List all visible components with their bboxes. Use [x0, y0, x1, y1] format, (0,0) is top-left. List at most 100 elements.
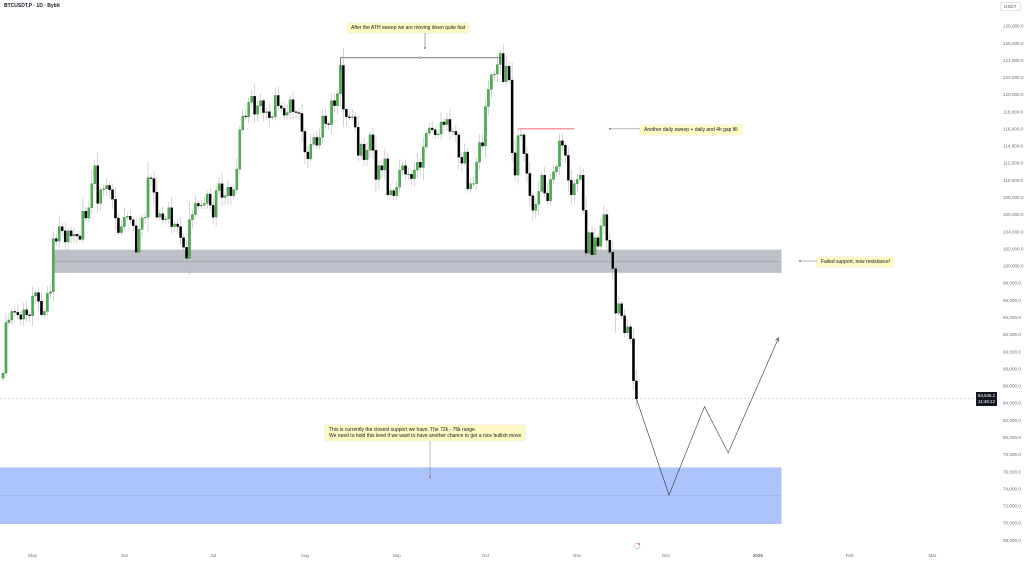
- candle-up[interactable]: [52, 238, 55, 292]
- candle-up[interactable]: [389, 190, 393, 196]
- candle-down[interactable]: [315, 137, 319, 146]
- candle-down[interactable]: [584, 210, 588, 254]
- candle-up[interactable]: [274, 95, 277, 118]
- candle-down[interactable]: [78, 235, 82, 240]
- candle-up[interactable]: [395, 186, 398, 196]
- candle-down[interactable]: [333, 100, 336, 106]
- candle-up[interactable]: [552, 171, 555, 180]
- candle-down[interactable]: [208, 193, 212, 206]
- currency-label[interactable]: USDT: [1000, 2, 1021, 11]
- candle-up[interactable]: [496, 64, 499, 75]
- candle-up[interactable]: [493, 73, 496, 76]
- candle-up[interactable]: [575, 179, 579, 184]
- candle-up[interactable]: [599, 225, 603, 247]
- candle-up[interactable]: [164, 218, 168, 220]
- candle-up[interactable]: [90, 183, 94, 208]
- candle-down[interactable]: [152, 178, 156, 193]
- candle-up[interactable]: [93, 165, 97, 184]
- candle-down[interactable]: [371, 134, 375, 151]
- candle-up[interactable]: [593, 237, 597, 256]
- candle-down[interactable]: [327, 123, 330, 125]
- candle-up[interactable]: [194, 203, 197, 215]
- candle-down[interactable]: [481, 142, 484, 147]
- candle-down[interactable]: [345, 109, 348, 118]
- candle-up[interactable]: [540, 174, 543, 192]
- candle-up[interactable]: [549, 179, 552, 202]
- candle-up[interactable]: [105, 185, 108, 190]
- candle-up[interactable]: [72, 234, 76, 237]
- candle-down[interactable]: [543, 174, 546, 194]
- candle-up[interactable]: [425, 132, 428, 148]
- candle-up[interactable]: [247, 102, 250, 118]
- candle-down[interactable]: [129, 216, 132, 220]
- candle-down[interactable]: [362, 144, 366, 160]
- candle-up[interactable]: [516, 135, 520, 176]
- candle-down[interactable]: [454, 131, 458, 136]
- candle-down[interactable]: [96, 165, 99, 204]
- candle-up[interactable]: [558, 140, 561, 167]
- note-support-range[interactable]: This is currently the closest support we…: [325, 425, 526, 441]
- candle-down[interactable]: [176, 223, 179, 227]
- candle-up[interactable]: [7, 319, 11, 323]
- candle-up[interactable]: [120, 226, 123, 233]
- candle-down[interactable]: [567, 155, 570, 181]
- candle-up[interactable]: [422, 146, 425, 168]
- candle-down[interactable]: [620, 303, 623, 316]
- candle-down[interactable]: [410, 174, 413, 179]
- candle-up[interactable]: [463, 151, 467, 164]
- candle-down[interactable]: [111, 189, 114, 200]
- candle-down[interactable]: [611, 252, 615, 269]
- candle-down[interactable]: [197, 203, 200, 207]
- candle-down[interactable]: [457, 134, 461, 158]
- symbol-title[interactable]: BTCUSDT.P · 1D · Bybit: [4, 3, 60, 9]
- candle-down[interactable]: [404, 165, 407, 175]
- candle-up[interactable]: [359, 144, 363, 156]
- candle-up[interactable]: [472, 183, 475, 185]
- candle-up[interactable]: [578, 174, 582, 180]
- candle-up[interactable]: [241, 115, 245, 130]
- candle-up[interactable]: [288, 99, 292, 113]
- candle-down[interactable]: [114, 198, 117, 219]
- candle-down[interactable]: [244, 115, 247, 118]
- candle-down[interactable]: [149, 177, 153, 179]
- candle-up[interactable]: [330, 100, 333, 125]
- candle-up[interactable]: [57, 226, 61, 242]
- candle-up[interactable]: [401, 165, 404, 171]
- candle-down[interactable]: [297, 112, 301, 114]
- note-failed-support[interactable]: Failed support, now resistance!: [817, 257, 895, 267]
- candle-up[interactable]: [318, 137, 321, 146]
- candle-up[interactable]: [238, 129, 242, 170]
- candle-down[interactable]: [170, 207, 173, 227]
- candle-down[interactable]: [282, 108, 286, 116]
- candle-down[interactable]: [324, 115, 327, 124]
- candle-down[interactable]: [131, 219, 135, 226]
- candle-up[interactable]: [519, 134, 523, 136]
- candle-up[interactable]: [256, 105, 259, 115]
- candle-down[interactable]: [300, 113, 304, 132]
- candle-up[interactable]: [490, 74, 493, 90]
- candle-up[interactable]: [250, 96, 253, 103]
- candle-up[interactable]: [504, 66, 508, 82]
- candle-down[interactable]: [531, 195, 535, 211]
- candle-down[interactable]: [525, 153, 529, 174]
- candle-up[interactable]: [368, 134, 372, 151]
- candle-up[interactable]: [235, 168, 239, 190]
- candle-up[interactable]: [22, 309, 25, 320]
- candle-down[interactable]: [211, 204, 215, 218]
- candle-down[interactable]: [84, 210, 88, 219]
- candle-up[interactable]: [587, 232, 591, 254]
- candle-up[interactable]: [99, 189, 102, 204]
- candle-up[interactable]: [203, 203, 206, 206]
- candle-up[interactable]: [259, 100, 262, 106]
- candle-down[interactable]: [510, 79, 514, 154]
- candle-down[interactable]: [179, 226, 182, 238]
- candle-up[interactable]: [140, 217, 144, 230]
- candle-up[interactable]: [475, 162, 478, 184]
- candle-down[interactable]: [460, 156, 464, 164]
- candle-down[interactable]: [37, 292, 40, 302]
- candle-up[interactable]: [427, 127, 431, 134]
- candle-down[interactable]: [63, 230, 67, 243]
- candle-up[interactable]: [214, 190, 218, 218]
- candle-down[interactable]: [392, 190, 395, 196]
